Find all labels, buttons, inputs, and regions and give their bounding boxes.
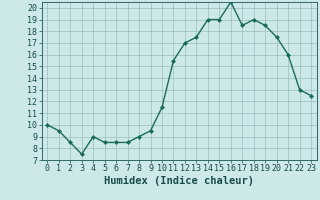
X-axis label: Humidex (Indice chaleur): Humidex (Indice chaleur)	[104, 176, 254, 186]
